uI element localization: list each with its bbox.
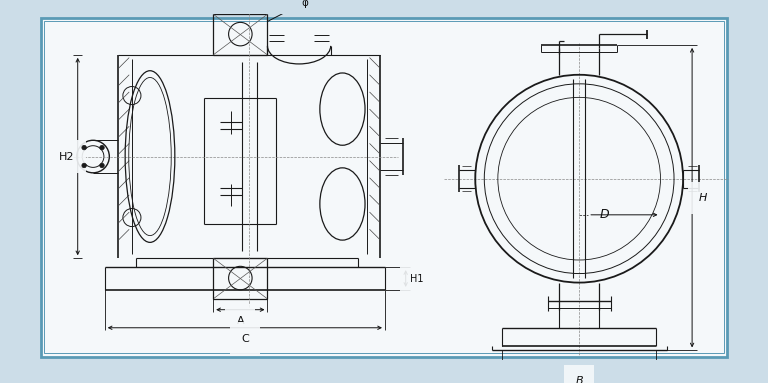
Text: A: A: [237, 316, 244, 326]
Text: D: D: [600, 208, 609, 221]
Circle shape: [100, 145, 104, 150]
Circle shape: [82, 163, 86, 168]
Circle shape: [82, 145, 86, 150]
Circle shape: [100, 163, 104, 168]
Text: B: B: [575, 376, 583, 383]
Text: H1: H1: [410, 273, 423, 283]
Text: H: H: [699, 193, 707, 203]
Text: H2: H2: [59, 152, 74, 162]
Text: φ: φ: [302, 0, 309, 8]
Text: C: C: [241, 334, 249, 344]
